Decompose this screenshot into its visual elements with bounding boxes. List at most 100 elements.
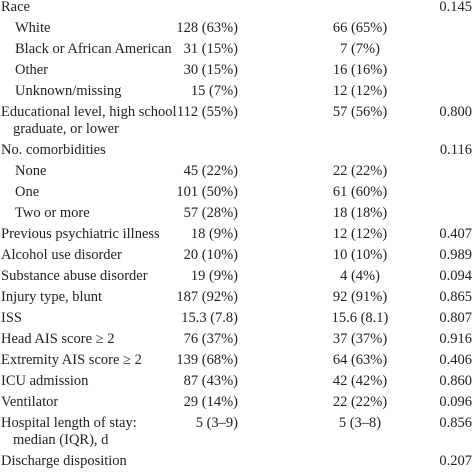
cell-group-1: 57 (28%): [183, 205, 238, 221]
row-label: Previous psychiatric illness: [0, 226, 474, 243]
cell-group-1: 45 (22%): [183, 163, 238, 179]
row-label: Race: [0, 0, 474, 16]
row-label: Head AIS score ≥ 2: [0, 331, 474, 348]
label-line: Hospital length of stay:: [1, 415, 137, 431]
p-value: 0.800: [439, 104, 472, 120]
row-label: ISS: [0, 310, 474, 327]
row-label: Other: [15, 62, 49, 78]
sub-row: White 128 (63%) 66 (65%): [0, 18, 474, 39]
cell-group-1: 19 (9%): [190, 268, 238, 284]
cell-group-1: 30 (15%): [183, 62, 238, 78]
label-line: median (IQR), d: [13, 432, 109, 448]
cell-group-2: 10 (10%): [332, 247, 388, 263]
table-row: Race 0.145: [0, 0, 474, 18]
table-row: Extremity AIS score ≥ 2 139 (68%) 64 (63%)…: [0, 350, 474, 371]
cell-group-1: 187 (92%): [176, 289, 238, 305]
cell-group-2: 66 (65%): [332, 20, 388, 36]
cell-group-1: 87 (43%): [183, 373, 238, 389]
p-value: 0.207: [439, 453, 472, 469]
cell-group-2: 7 (7%): [340, 41, 380, 57]
row-label: One: [15, 184, 40, 200]
label-line: ICU admission: [1, 373, 89, 389]
table-row: Ventilator 29 (14%) 22 (22%) 0.096: [0, 392, 474, 413]
p-value: 0.094: [439, 268, 472, 284]
cell-group-2: 64 (63%): [332, 352, 388, 368]
cell-group-2: 12 (12%): [332, 226, 388, 242]
p-value: 0.807: [439, 310, 472, 326]
p-value: 0.406: [439, 352, 472, 368]
label-line: Discharge disposition: [1, 453, 127, 469]
p-value: 0.865: [439, 289, 472, 305]
label-line: Extremity AIS score ≥ 2: [1, 352, 142, 368]
p-value: 0.145: [439, 0, 472, 15]
p-value: 0.916: [439, 331, 472, 347]
cell-group-1: 29 (14%): [183, 394, 238, 410]
row-label: Injury type, blunt: [0, 289, 474, 306]
label-line: Alcohol use disorder: [1, 247, 122, 263]
p-value: 0.116: [439, 142, 472, 158]
label-line: ISS: [1, 310, 22, 326]
cell-group-1: 112 (55%): [176, 104, 238, 120]
sub-row: Two or more 57 (28%) 18 (18%): [0, 203, 474, 224]
sub-row: None 45 (22%) 22 (22%): [0, 161, 474, 182]
cell-group-2: 92 (91%): [332, 289, 388, 305]
sub-row: One 101 (50%) 61 (60%): [0, 182, 474, 203]
row-label: Black or African American: [15, 41, 172, 57]
table-row: Substance abuse disorder 19 (9%) 4 (4%) 0.0…: [0, 266, 474, 287]
row-label: Alcohol use disorder: [0, 247, 474, 264]
cell-group-1: 18 (9%): [190, 226, 238, 242]
p-value: 0.407: [439, 226, 472, 242]
table-row: Previous psychiatric illness 18 (9%) 12 (1…: [0, 224, 474, 245]
p-value: 0.989: [439, 247, 472, 263]
table-row: No. comorbidities 0.116: [0, 140, 474, 161]
cell-group-2: 22 (22%): [332, 394, 388, 410]
label-line: Educational level, high school: [1, 104, 177, 120]
row-label: Discharge disposition: [0, 453, 474, 470]
cell-group-2: 5 (3–8): [338, 415, 382, 431]
label-line: graduate, or lower: [13, 121, 119, 137]
table-row: Discharge disposition 0.207: [0, 451, 474, 472]
row-label: ICU admission: [0, 373, 474, 390]
label-line: Race: [1, 0, 30, 15]
cell-group-1: 20 (10%): [183, 247, 238, 263]
cell-group-2: 61 (60%): [332, 184, 388, 200]
table-row: Head AIS score ≥ 2 76 (37%) 37 (37%) 0.916: [0, 329, 474, 350]
label-line: Injury type, blunt: [1, 289, 103, 305]
row-label: No. comorbidities: [0, 142, 474, 159]
row-label: None: [15, 163, 47, 179]
cell-group-1: 101 (50%): [176, 184, 238, 200]
cell-group-2: 15.6 (8.1): [331, 310, 389, 326]
label-line: No. comorbidities: [1, 142, 106, 158]
cell-group-2: 4 (4%): [340, 268, 380, 284]
row-label: Hospital length of stay: median (IQR), d: [0, 415, 474, 449]
cell-group-2: 18 (18%): [332, 205, 388, 221]
cell-group-2: 12 (12%): [332, 83, 388, 99]
p-value: 0.860: [439, 373, 472, 389]
cell-group-1: 15.3 (7.8): [181, 310, 238, 326]
table-row: Educational level, high school graduate, …: [0, 102, 474, 140]
row-label: Ventilator: [0, 394, 474, 411]
p-value: 0.856: [439, 415, 472, 431]
row-label: Substance abuse disorder: [0, 268, 474, 285]
table-row: ICU admission 87 (43%) 42 (42%) 0.860: [0, 371, 474, 392]
sub-row: Unknown/missing 15 (7%) 12 (12%): [0, 81, 474, 102]
cell-group-2: 22 (22%): [332, 163, 388, 179]
cell-group-1: 128 (63%): [176, 20, 238, 36]
cell-group-2: 16 (16%): [332, 62, 388, 78]
label-line: Head AIS score ≥ 2: [1, 331, 115, 347]
row-label: White: [15, 20, 51, 36]
cell-group-2: 37 (37%): [332, 331, 388, 347]
table-row: Alcohol use disorder 20 (10%) 10 (10%) 0.98…: [0, 245, 474, 266]
cell-group-2: 42 (42%): [332, 373, 388, 389]
table-row: Injury type, blunt 187 (92%) 92 (91%) 0.865: [0, 287, 474, 308]
label-line: Previous psychiatric illness: [1, 226, 160, 242]
label-line: Ventilator: [1, 394, 59, 410]
sub-row: Other 30 (15%) 16 (16%): [0, 60, 474, 81]
row-label: Educational level, high school graduate, …: [0, 104, 474, 138]
cell-group-1: 76 (37%): [183, 331, 238, 347]
cell-group-1: 31 (15%): [183, 41, 238, 57]
table-row: ISS 15.3 (7.8) 15.6 (8.1) 0.807: [0, 308, 474, 329]
